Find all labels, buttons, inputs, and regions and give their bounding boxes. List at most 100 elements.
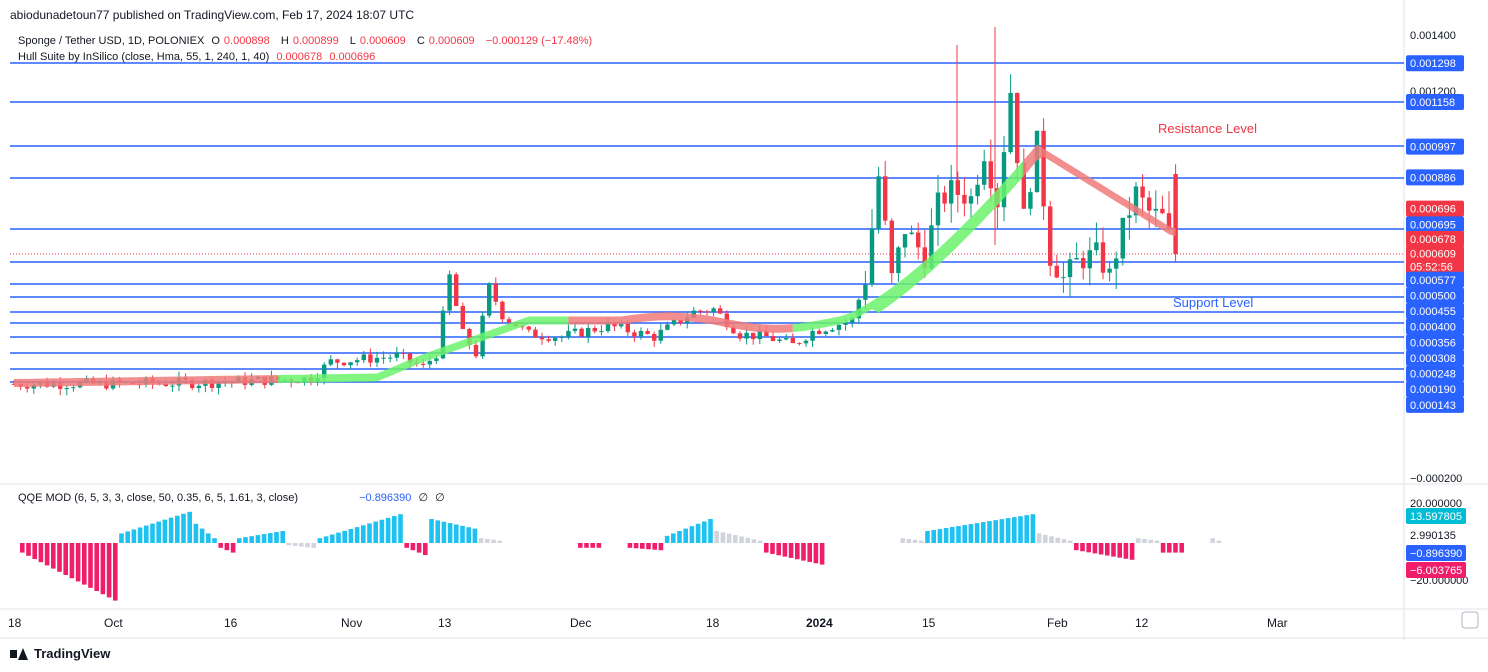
candle-body: [665, 324, 670, 330]
candle-body: [922, 247, 927, 269]
qqe-bar: [44, 543, 50, 566]
candle-body: [718, 308, 723, 314]
candle-body: [777, 339, 782, 341]
qqe-bar: [981, 522, 986, 543]
candle-body: [671, 320, 677, 325]
candle-body: [170, 385, 175, 387]
candle-body: [447, 274, 452, 311]
candle: [665, 321, 670, 331]
candle: [889, 218, 894, 284]
qqe-bar: [702, 521, 707, 543]
candle-body: [460, 306, 465, 329]
qqe-bar: [168, 517, 174, 543]
qqe-legend: QQE MOD (6, 5, 3, 3, close, 50, 0.35, 6,…: [18, 491, 449, 504]
price-tag: [1406, 303, 1464, 320]
candle-body: [335, 359, 340, 363]
candle-body: [407, 353, 413, 363]
time-axis-tick-label: 13: [438, 616, 452, 630]
qqe-bar: [795, 543, 800, 560]
candle-body: [1140, 186, 1145, 198]
qqe-bar: [807, 543, 812, 562]
qqe-bar: [156, 521, 161, 543]
open-label: O: [211, 35, 220, 47]
candle: [784, 334, 789, 341]
candle: [982, 149, 987, 191]
candle: [1166, 191, 1172, 232]
tradingview-footer[interactable]: TradingView: [10, 646, 110, 661]
candle-body: [638, 330, 644, 337]
qqe-bar: [912, 539, 918, 543]
time-axis-tick-label: Feb: [1047, 616, 1068, 630]
candle: [341, 362, 347, 367]
qqe-label[interactable]: QQE MOD (6, 5, 3, 3, close, 50, 0.35, 6,…: [18, 492, 299, 504]
candle: [777, 337, 782, 343]
candle-body: [546, 339, 551, 341]
qqe-bar: [689, 526, 695, 543]
price-tag-label: 0.000356: [1410, 337, 1456, 349]
candle: [572, 323, 578, 334]
time-axis-tick-label: 2024: [806, 616, 833, 630]
qqe-bar: [280, 531, 285, 543]
qqe-bar: [726, 533, 732, 543]
qqe-bar: [1210, 538, 1215, 543]
candle-body: [744, 332, 749, 339]
candle-body: [1028, 192, 1033, 209]
qqe-bar: [199, 528, 205, 543]
qqe-value-tag: [1406, 562, 1466, 578]
price-tag-label: 0.000500: [1410, 291, 1456, 303]
qqe-bar: [652, 543, 657, 550]
qqe-bar: [776, 543, 781, 556]
candle: [698, 309, 703, 315]
candle-body: [374, 357, 380, 363]
candle-body: [764, 330, 769, 337]
candle: [1160, 195, 1165, 215]
candle: [955, 171, 960, 213]
support-annotation: Support Level: [1173, 295, 1253, 310]
candle-body: [1008, 92, 1013, 153]
qqe-bar: [943, 528, 949, 543]
candle: [1133, 181, 1139, 223]
hull-value-2: 0.000696: [329, 51, 376, 63]
hull-label[interactable]: Hull Suite by InSilico (close, Hma, 55, …: [18, 51, 270, 63]
candle: [1100, 227, 1106, 280]
qqe-bar: [1030, 514, 1036, 543]
price-tag: [1406, 365, 1464, 382]
qqe-bar: [305, 543, 310, 548]
qqe-bar: [757, 540, 763, 543]
price-axis-tick-label: 0.001400: [1410, 30, 1456, 42]
candle-body: [599, 331, 604, 333]
qqe-value-tag: [1406, 508, 1466, 524]
qqe-bar: [311, 543, 316, 548]
qqe-bar: [435, 520, 440, 543]
qqe-bar: [1216, 540, 1222, 543]
price-tag: [1406, 138, 1464, 155]
low-label: L: [349, 35, 356, 47]
qqe-bar: [1105, 543, 1110, 556]
candle-body: [896, 247, 901, 274]
qqe-bar: [88, 543, 93, 588]
candle-body: [216, 382, 221, 388]
candle-body: [1100, 242, 1106, 273]
qqe-bar: [925, 531, 930, 543]
qqe-bar: [1142, 539, 1147, 543]
qqe-bar: [671, 533, 676, 543]
qqe-bar: [416, 543, 422, 553]
candle-body: [71, 387, 76, 389]
price-axis: 0.0014000.001200−0.0002000.0012980.00115…: [1406, 30, 1464, 485]
qqe-bar: [695, 523, 701, 543]
candle-body: [889, 220, 894, 274]
candle-body: [1001, 152, 1007, 208]
qqe-bar: [906, 539, 912, 543]
candle: [394, 346, 399, 362]
qqe-bar: [578, 543, 583, 548]
qqe-bar: [664, 535, 670, 543]
candle: [1081, 250, 1086, 280]
qqe-bar: [175, 515, 180, 543]
candle-body: [1015, 92, 1020, 163]
price-tag: [1406, 200, 1464, 217]
qqe-bar: [404, 543, 409, 548]
symbol-label[interactable]: Sponge / Tether USD, 1D, POLONIEX: [18, 35, 205, 47]
candle-body: [355, 360, 360, 363]
qqe-bar: [999, 519, 1005, 543]
